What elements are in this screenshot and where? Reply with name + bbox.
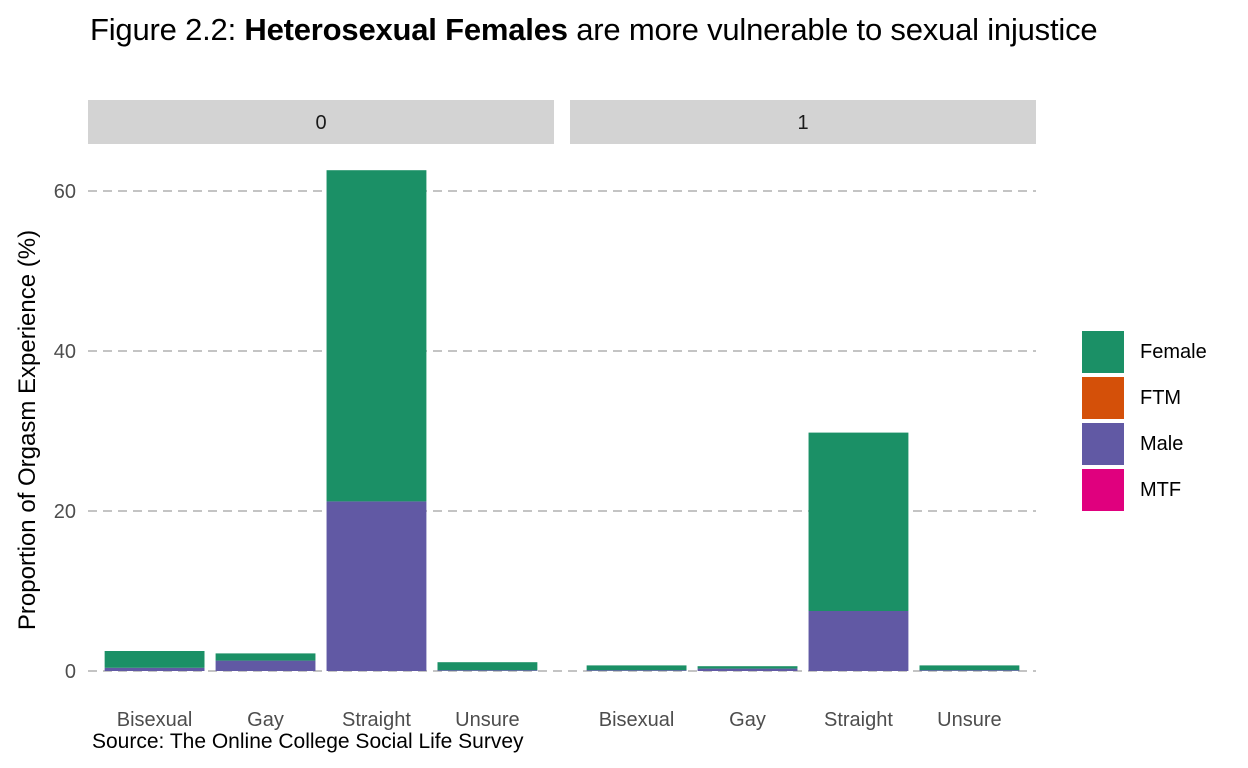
y-tick-label: 0 [65,661,76,683]
legend-swatch-mtf [1082,469,1124,511]
x-tick-label: Straight [824,709,893,731]
x-tick-label: Gay [247,709,284,731]
bar-0-gay-male [215,660,316,671]
x-tick-label: Straight [342,709,411,731]
bar-0-bisexual-female [104,651,205,668]
x-tick-label: Unsure [455,709,519,731]
bar-1-unsure-female [919,665,1020,671]
x-tick-label: Bisexual [599,709,675,731]
y-axis-label: Proportion of Orgasm Experience (%) [14,230,41,630]
legend-label-male: Male [1140,433,1184,455]
bar-0-unsure-female [437,662,538,671]
bar-1-gay-female [697,666,798,669]
x-tick-label: Bisexual [117,709,193,731]
legend-swatch-ftm [1082,377,1124,419]
source-caption: Source: The Online College Social Life S… [92,730,524,753]
bar-1-straight-female [808,432,909,611]
bar-1-gay-male [697,668,798,671]
y-tick-label: 20 [54,501,76,523]
bar-0-bisexual-male [104,667,205,671]
bar-0-straight-male [326,501,427,671]
facet-strip-0 [88,100,554,144]
legend-swatch-male [1082,423,1124,465]
bar-1-bisexual-male [586,670,687,671]
facet-strip-label: 0 [315,112,326,134]
title-suffix: are more vulnerable to sexual injustice [567,12,1098,47]
title-bold: Heterosexual Females [244,12,568,47]
bar-0-unsure-male [437,670,538,671]
bar-0-gay-female [215,653,316,661]
x-tick-label: Gay [729,709,766,731]
x-tick-label: Unsure [937,709,1001,731]
legend-swatch-female [1082,331,1124,373]
bar-0-straight-female [326,170,427,502]
bar-1-unsure-male [919,670,1020,671]
y-tick-label: 60 [54,181,76,203]
bar-1-bisexual-female [586,665,687,671]
title-prefix: Figure 2.2: [90,12,245,47]
facet-strip-label: 1 [797,112,808,134]
y-tick-label: 40 [54,341,76,363]
chart-title: Figure 2.2: Heterosexual Females are mor… [90,12,1098,48]
legend-label-ftm: FTM [1140,387,1182,409]
bar-1-straight-male [808,611,909,671]
legend-label-mtf: MTF [1140,479,1182,501]
legend-label-female: Female [1140,341,1207,363]
facet-strip-1 [570,100,1036,144]
